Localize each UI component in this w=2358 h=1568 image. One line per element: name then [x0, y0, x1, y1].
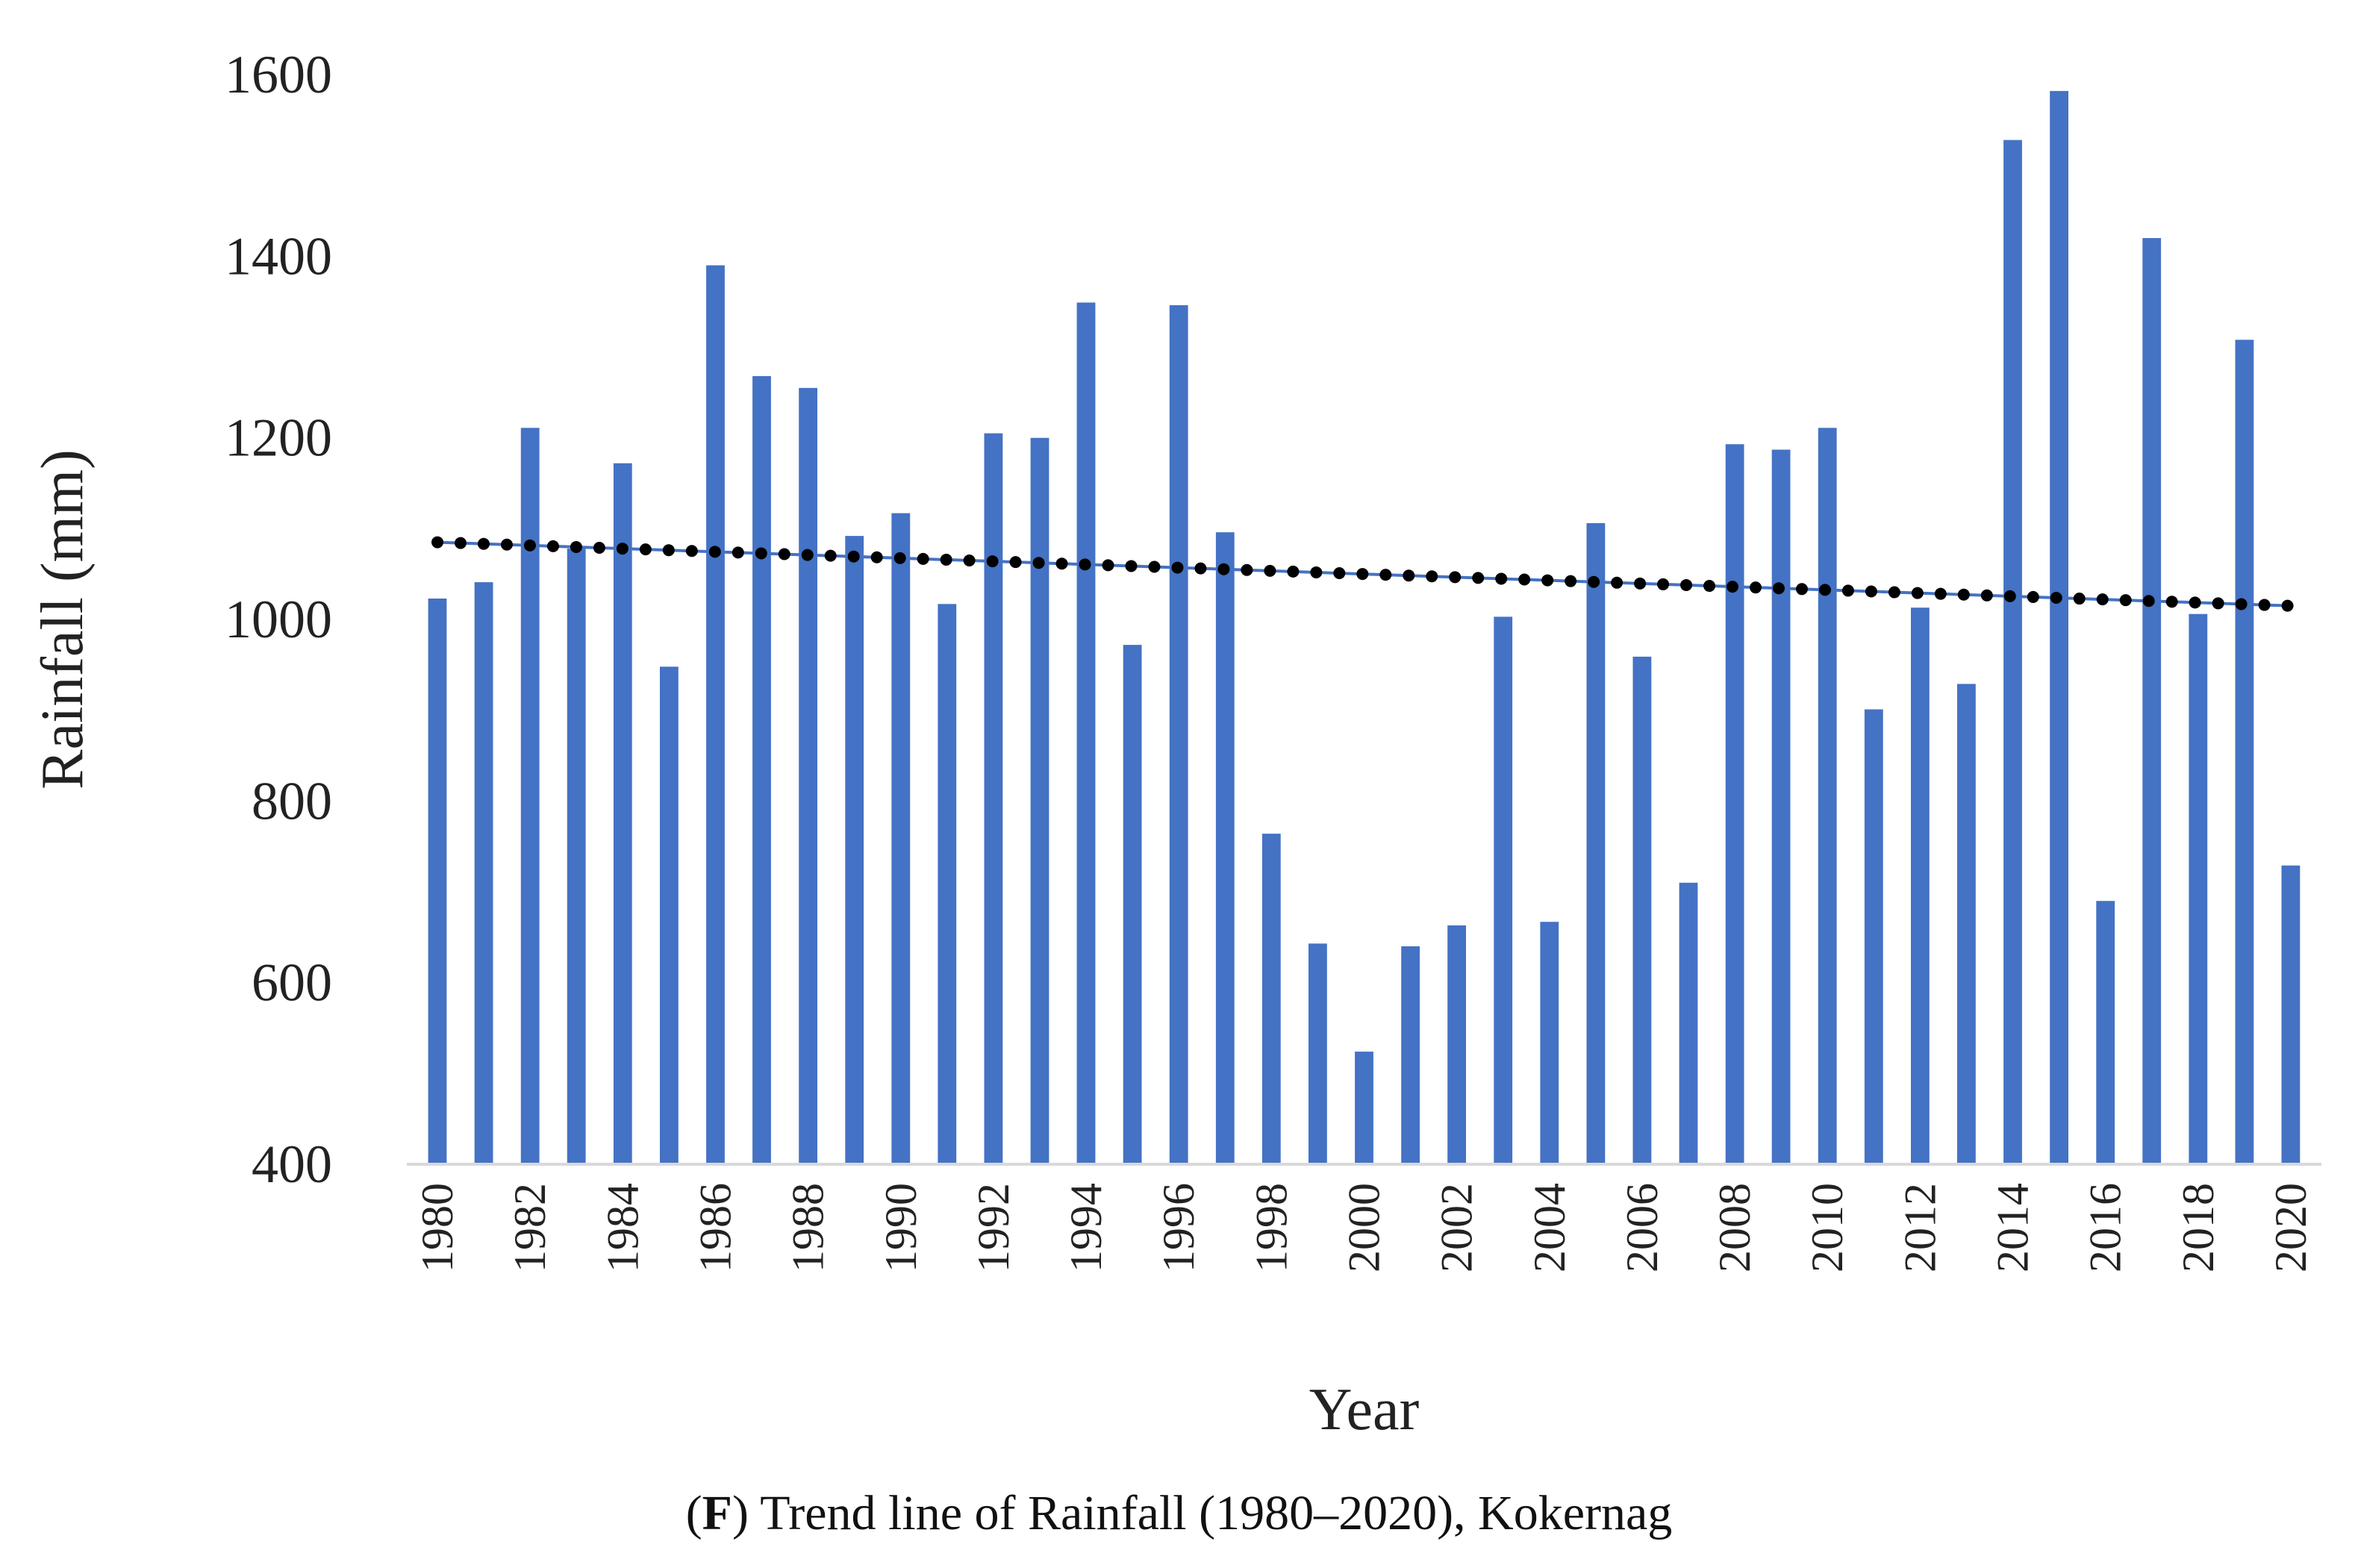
- caption-label: F: [702, 1486, 732, 1540]
- bar-1988: [799, 387, 817, 1165]
- bar-2018: [2189, 613, 2208, 1164]
- bar-series: [428, 90, 2301, 1165]
- bar-1980: [428, 599, 447, 1164]
- bar-2000: [1355, 1052, 1373, 1164]
- y-axis-title: Rainfall (mm): [30, 449, 96, 789]
- bar-2017: [2142, 238, 2162, 1164]
- x-tick-label: 2012: [1895, 1183, 1944, 1272]
- bar-1995: [1123, 645, 1142, 1164]
- bar-2012: [1911, 607, 1930, 1164]
- y-tick-label: 400: [252, 1134, 332, 1194]
- x-tick-label: 2002: [1432, 1183, 1482, 1272]
- bar-2007: [1679, 882, 1698, 1164]
- y-tick-label: 800: [252, 771, 332, 831]
- bar-1991: [938, 604, 957, 1164]
- bar-1993: [1030, 437, 1049, 1164]
- bar-2020: [2281, 865, 2301, 1164]
- bar-2004: [1540, 922, 1559, 1164]
- bar-2016: [2096, 901, 2115, 1164]
- x-tick-label: 1984: [598, 1183, 647, 1272]
- y-tick-label: 1600: [225, 45, 332, 104]
- bar-1984: [613, 463, 632, 1164]
- bar-2011: [1864, 709, 1883, 1164]
- y-tick-label: 1400: [225, 226, 332, 286]
- bar-2019: [2235, 340, 2254, 1164]
- x-tick-label: 1996: [1154, 1183, 1203, 1272]
- x-tick-label: 2014: [1989, 1183, 2038, 1272]
- bar-2009: [1771, 449, 1791, 1164]
- bar-1997: [1215, 532, 1235, 1164]
- caption-paren-open: (: [685, 1486, 702, 1540]
- bar-1986: [706, 265, 725, 1164]
- bar-2005: [1586, 523, 1606, 1164]
- bar-2006: [1632, 656, 1652, 1164]
- bar-2014: [2003, 140, 2022, 1165]
- bar-2015: [2050, 90, 2068, 1164]
- figure-caption: (F) Trend line of Rainfall (1980–2020), …: [0, 1485, 2358, 1542]
- x-tick-label: 1982: [505, 1183, 555, 1272]
- x-tick-label: 2020: [2266, 1183, 2315, 1272]
- y-tick-label: 1200: [225, 408, 332, 468]
- bar-1987: [752, 375, 771, 1164]
- x-tick-label: 2018: [2174, 1183, 2223, 1272]
- caption-text: Trend line of Rainfall (1980–2020), Koke…: [748, 1486, 1673, 1540]
- bar-1985: [660, 666, 679, 1164]
- x-axis-ticks: 1980 1982 1984 1986 1988 1990 1992 1994 1996 1998…: [413, 1183, 2315, 1272]
- bar-1989: [845, 536, 864, 1164]
- caption-paren-close: ): [732, 1486, 749, 1540]
- y-tick-label: 600: [252, 953, 332, 1013]
- x-tick-label: 2000: [1340, 1183, 1389, 1272]
- trend-line-dots: [431, 536, 2297, 612]
- y-tick-label: 1000: [225, 590, 332, 649]
- bar-1990: [891, 513, 911, 1164]
- bar-1999: [1309, 943, 1327, 1164]
- bar-2010: [1818, 428, 1837, 1164]
- y-axis-ticks: 400 600 800 1000 1200 1400 1600: [225, 45, 332, 1194]
- bar-1996: [1169, 305, 1188, 1164]
- bar-1981: [474, 582, 493, 1164]
- x-tick-label: 1986: [691, 1183, 740, 1272]
- trend-line: [431, 536, 2297, 612]
- x-tick-label: 2008: [1710, 1183, 1759, 1272]
- bar-1982: [520, 428, 540, 1164]
- bar-2013: [1957, 684, 1976, 1164]
- x-tick-label: 1988: [784, 1183, 833, 1272]
- bar-1994: [1076, 302, 1096, 1164]
- x-tick-label: 2016: [2081, 1183, 2130, 1272]
- bar-2008: [1725, 444, 1744, 1164]
- bar-2003: [1494, 616, 1513, 1164]
- bar-2002: [1447, 925, 1466, 1164]
- x-tick-label: 2006: [1618, 1183, 1667, 1272]
- x-axis-title: Year: [1309, 1377, 1419, 1443]
- x-tick-label: 2004: [1525, 1183, 1574, 1272]
- bar-1992: [984, 433, 1003, 1164]
- bar-2001: [1401, 946, 1420, 1164]
- bar-1998: [1261, 834, 1281, 1164]
- x-tick-label: 2010: [1803, 1183, 1852, 1272]
- x-tick-label: 1990: [876, 1183, 926, 1272]
- bar-1983: [567, 549, 586, 1164]
- x-tick-label: 1994: [1061, 1183, 1111, 1272]
- x-tick-label: 1998: [1247, 1183, 1296, 1272]
- x-tick-label: 1980: [413, 1183, 462, 1272]
- x-tick-label: 1992: [969, 1183, 1018, 1272]
